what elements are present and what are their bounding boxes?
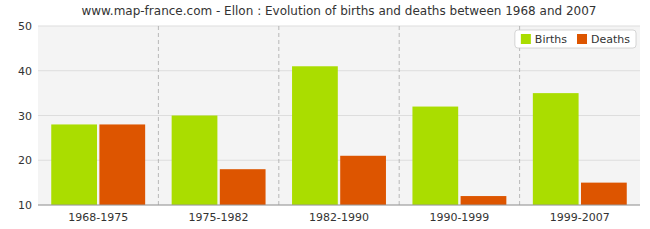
- legend-frame: [515, 30, 636, 48]
- legend-swatch: [521, 34, 531, 44]
- y-tick-label: 20: [18, 154, 32, 167]
- group-separator: [278, 26, 279, 205]
- bar: [172, 116, 218, 206]
- chart: www.map-france.com - Ellon : Evolution o…: [0, 0, 650, 229]
- group-separator: [519, 26, 520, 205]
- group-separator: [399, 26, 400, 205]
- legend-label: Deaths: [591, 33, 630, 46]
- bar: [581, 183, 627, 205]
- bar: [292, 66, 338, 205]
- bar: [340, 156, 386, 205]
- title: www.map-france.com - Ellon : Evolution o…: [81, 4, 596, 18]
- bar: [99, 124, 145, 205]
- grid-line: [38, 26, 640, 27]
- group-separator: [158, 26, 159, 205]
- grid-line: [38, 205, 640, 206]
- grid-line: [38, 70, 640, 71]
- legend-swatch: [577, 34, 587, 44]
- y-tick-label: 50: [18, 20, 32, 33]
- x-tick-label: 1975-1982: [189, 211, 249, 224]
- x-tick-label: 1990-1999: [429, 211, 489, 224]
- bar: [412, 107, 458, 205]
- x-tick-label: 1982-1990: [309, 211, 369, 224]
- bar: [220, 169, 266, 205]
- bar: [533, 93, 579, 205]
- plot-background: [38, 26, 640, 205]
- x-axis-line: [38, 205, 640, 206]
- legend-label: Births: [535, 33, 567, 46]
- bar: [461, 196, 507, 205]
- legend: Births Deaths: [515, 30, 636, 48]
- bar: [51, 124, 97, 205]
- bars: [51, 66, 627, 205]
- x-tick-label: 1968-1975: [68, 211, 128, 224]
- chart-svg: www.map-france.com - Ellon : Evolution o…: [0, 0, 650, 229]
- y-tick-label: 30: [18, 110, 32, 123]
- y-tick-label: 40: [18, 65, 32, 78]
- x-tick-label: 1999-2007: [550, 211, 610, 224]
- y-tick-label: 10: [18, 199, 32, 212]
